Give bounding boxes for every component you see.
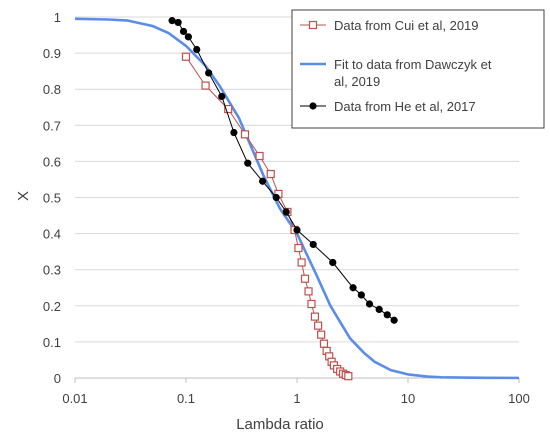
- y-tick-label: 0.6: [43, 154, 61, 169]
- y-axis-label: X: [15, 191, 32, 201]
- x-tick-label: 10: [401, 391, 415, 406]
- data-point: [304, 287, 313, 296]
- data-point: [224, 104, 233, 114]
- legend: Data from Cui et al, 2019 Fit to data fro…: [291, 9, 545, 129]
- data-point: [255, 151, 264, 161]
- y-tick-label: 0.3: [43, 263, 61, 278]
- y-tick-label: 0: [54, 371, 61, 386]
- legend-label: Data from He et al, 2017: [334, 99, 476, 114]
- data-point: [344, 372, 353, 381]
- data-point: [168, 17, 176, 25]
- data-point: [174, 18, 182, 27]
- data-point: [309, 240, 317, 249]
- y-tick-label: 0.5: [43, 191, 61, 206]
- data-point: [218, 92, 226, 101]
- data-point: [375, 305, 383, 314]
- data-point: [300, 274, 310, 283]
- data-point: [259, 177, 267, 185]
- data-point: [390, 316, 398, 324]
- y-tick-label: 0.7: [43, 118, 61, 133]
- x-tick-label: 0.1: [177, 391, 195, 406]
- data-point: [230, 128, 238, 137]
- data-point: [357, 291, 365, 299]
- y-tick-label: 0.4: [43, 227, 61, 242]
- data-point: [282, 208, 290, 216]
- data-point: [319, 339, 329, 348]
- data-point: [193, 45, 201, 54]
- data-point: [329, 258, 337, 267]
- data-point: [266, 169, 275, 179]
- data-point: [240, 130, 250, 139]
- legend-swatch-marker: [309, 102, 317, 110]
- y-tick-label: 1: [54, 10, 61, 25]
- data-point: [383, 311, 391, 319]
- data-point: [293, 226, 301, 234]
- x-axis-label: Lambda ratio: [236, 416, 324, 433]
- data-point: [205, 69, 213, 77]
- x-tick-label: 1: [293, 391, 300, 406]
- legend-box: [291, 9, 545, 129]
- data-point: [307, 299, 316, 309]
- legend-label: Fit to data from Dawczyk et al, 2019: [334, 57, 492, 89]
- data-point: [317, 330, 326, 339]
- data-point: [272, 193, 280, 202]
- data-point: [181, 52, 191, 61]
- y-tick-label: 0.8: [43, 82, 61, 97]
- plot-area: [74, 17, 520, 381]
- data-point: [310, 312, 320, 321]
- data-point: [349, 284, 357, 292]
- legend-swatch-marker: [308, 20, 318, 30]
- y-tick-label: 0.1: [43, 335, 61, 350]
- y-tick-label: 0.2: [43, 299, 61, 314]
- legend-label: Data from Cui et al, 2019: [334, 18, 479, 33]
- data-point: [314, 321, 323, 330]
- data-point: [201, 81, 210, 90]
- data-point: [184, 33, 192, 41]
- data-point: [244, 159, 252, 167]
- data-point: [365, 300, 374, 308]
- data-point: [179, 27, 188, 36]
- x-tick-label: 0.01: [62, 391, 87, 406]
- data-point: [294, 243, 303, 253]
- tick-labels: 0 0.1 0.2 0.3 0.4 0.5 0.6 0.7 0.8 0.9 1 0.01 0.1 1 10 1…: [43, 10, 530, 406]
- y-tick-label: 0.9: [43, 46, 61, 61]
- data-point: [297, 258, 306, 267]
- x-tick-label: 100: [508, 391, 530, 406]
